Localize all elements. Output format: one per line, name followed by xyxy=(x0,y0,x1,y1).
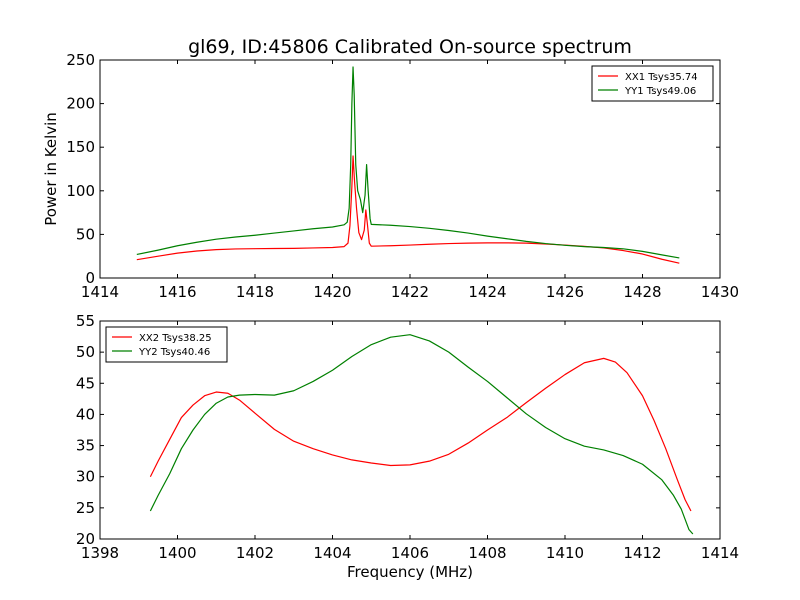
bottom-legend-label-2: YY2 Tsys40.46 xyxy=(138,347,210,358)
bottom-x-tick-label: 1404 xyxy=(313,544,351,562)
bottom-legend-label-1: XX2 Tsys38.25 xyxy=(139,333,212,344)
top-y-axis-label: Power in Kelvin xyxy=(42,112,60,226)
top-plot-frame xyxy=(99,59,721,279)
top-x-tick-label: 1430 xyxy=(701,283,739,301)
top-x-tick-label: 1424 xyxy=(468,283,506,301)
top-legend-box xyxy=(591,65,714,102)
bottom-y-tick-label: 55 xyxy=(76,312,95,330)
bottom-series-line-2 xyxy=(149,334,694,535)
bottom-x-tick-label: 1400 xyxy=(158,544,196,562)
bottom-y-tick-label: 50 xyxy=(76,343,95,361)
top-legend-label-2: YY1 Tsys49.06 xyxy=(624,86,696,97)
bottom-y-tick-label: 20 xyxy=(76,530,95,548)
top-legend: XX1 Tsys35.74 YY1 Tsys49.06 xyxy=(591,65,714,102)
bottom-legend-box xyxy=(105,326,228,363)
top-x-tick-label: 1420 xyxy=(313,283,351,301)
bottom-x-axis-label: Frequency (MHz) xyxy=(347,563,473,581)
top-y-tick-label: 0 xyxy=(85,269,95,287)
bottom-plot: 1398 1400 1402 1404 1406 1408 1410 1412 1414 20 25… xyxy=(76,312,739,562)
top-x-tick-label: 1416 xyxy=(158,283,196,301)
bottom-x-tick-label: 1398 xyxy=(81,544,119,562)
top-x-tick-label: 1428 xyxy=(623,283,661,301)
top-x-tick-label: 1426 xyxy=(546,283,584,301)
bottom-x-tick-label: 1412 xyxy=(623,544,661,562)
chart-title: gl69, ID:45806 Calibrated On-source spec… xyxy=(188,36,632,58)
bottom-y-tick-label: 30 xyxy=(76,468,95,486)
bottom-y-tick-label: 45 xyxy=(76,374,95,392)
top-y-tick-label: 100 xyxy=(66,182,95,200)
bottom-y-tick-label: 40 xyxy=(76,405,95,423)
bottom-x-tick-label: 1410 xyxy=(546,544,584,562)
bottom-x-tick-label: 1414 xyxy=(701,544,739,562)
bottom-y-tick-label: 25 xyxy=(76,499,95,517)
top-y-tick-label: 150 xyxy=(66,138,95,156)
top-y-tick-label: 250 xyxy=(66,51,95,69)
top-x-tick-label: 1422 xyxy=(391,283,429,301)
top-x-tick-label: 1418 xyxy=(236,283,274,301)
bottom-x-tick-label: 1406 xyxy=(391,544,429,562)
top-y-tick-label: 200 xyxy=(66,95,95,113)
top-plot: 1414 1416 1418 1420 1422 1424 1426 1428 1430 0 50 1… xyxy=(66,51,739,301)
bottom-y-tick-label: 35 xyxy=(76,437,95,455)
top-x-tick-label: 1414 xyxy=(81,283,119,301)
bottom-plot-frame xyxy=(99,320,721,540)
bottom-legend: XX2 Tsys38.25 YY2 Tsys40.46 xyxy=(105,326,228,363)
top-legend-label-1: XX1 Tsys35.74 xyxy=(625,72,698,83)
top-y-tick-label: 50 xyxy=(76,225,95,243)
bottom-x-tick-label: 1408 xyxy=(468,544,506,562)
top-series-line-2 xyxy=(136,66,680,259)
bottom-series-line-1 xyxy=(149,357,692,512)
bottom-x-tick-label: 1402 xyxy=(236,544,274,562)
